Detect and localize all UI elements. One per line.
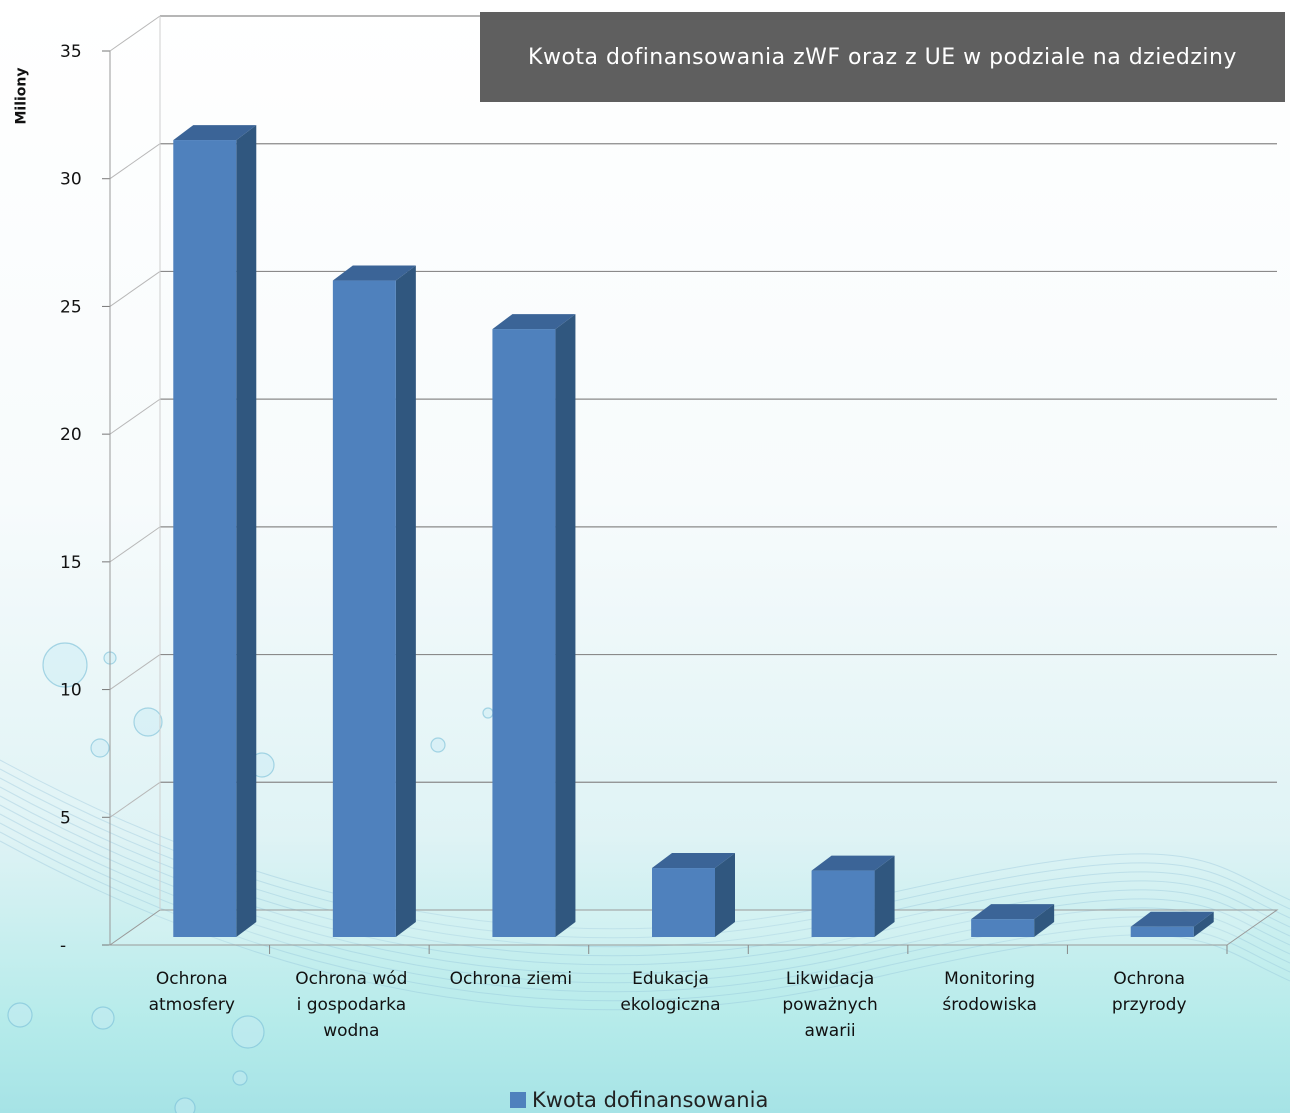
bar-side (555, 314, 576, 938)
decorative-bubble (232, 1070, 248, 1086)
bar-side (715, 853, 735, 937)
gridline-side (109, 271, 161, 307)
y-tick-label: 35 (60, 42, 82, 62)
bar-side (1193, 911, 1214, 937)
bar (1130, 926, 1194, 937)
chart-title-text: Kwota dofinansowania zWF oraz z UE w pod… (528, 44, 1237, 70)
gridline-side (109, 781, 161, 818)
bar-side (874, 855, 895, 937)
decorative-bubble (231, 1015, 265, 1049)
decorative-bubble (133, 707, 163, 737)
bar (652, 868, 715, 937)
bar (971, 919, 1035, 937)
bar (173, 140, 237, 937)
bar-top (811, 855, 895, 871)
chart-legend: Kwota dofinansowania (510, 1088, 768, 1112)
legend-label: Kwota dofinansowania (532, 1088, 769, 1112)
bar-top (332, 265, 416, 281)
bar-top (173, 125, 257, 141)
bar-side (395, 265, 416, 937)
decorative-bubble (7, 1002, 33, 1028)
y-tick-label: 30 (60, 170, 82, 190)
gridline-side (109, 654, 161, 690)
y-tick-label: 20 (60, 425, 82, 445)
chart-title: Kwota dofinansowania zWF oraz z UE w pod… (480, 12, 1285, 102)
decorative-bubble (90, 738, 110, 758)
y-axis-unit-label: Miliony (14, 67, 31, 125)
gridline-side (109, 526, 161, 563)
y-tick-label: 5 (60, 808, 71, 828)
bar (492, 329, 556, 938)
gridline-side (109, 15, 161, 52)
bar-top (492, 314, 576, 330)
y-tick-label: 10 (60, 681, 82, 701)
x-tick-label: Ochrona wód i gospodarka wodna (295, 969, 408, 1041)
legend-swatch (510, 1092, 526, 1108)
x-tick-label: Likwidacja poważnych awarii (782, 969, 878, 1041)
decorative-bubble (430, 737, 446, 753)
y-tick-label: 25 (60, 297, 82, 317)
decorative-bubble (174, 1097, 196, 1113)
bar (332, 280, 396, 937)
decorative-bubble (91, 1006, 115, 1030)
decorative-bubble (482, 707, 494, 719)
bar-top (652, 853, 735, 869)
bar-top (1130, 911, 1214, 927)
bar (811, 870, 875, 937)
x-tick-label: Monitoring środowiska (942, 969, 1037, 1015)
bar-side (236, 125, 257, 937)
bar-top (971, 904, 1055, 920)
x-tick-label: Edukacja ekologiczna (620, 969, 721, 1015)
y-tick-label: - (60, 936, 66, 956)
gridline-side (109, 398, 161, 435)
bar-side (1034, 904, 1055, 937)
x-tick-label: Ochrona przyrody (1111, 969, 1187, 1015)
x-tick-label: Ochrona atmosfery (148, 969, 235, 1015)
decorative-bubble (42, 642, 88, 688)
y-tick-label: 15 (60, 553, 82, 573)
gridline-side (109, 143, 161, 180)
x-tick-label: Ochrona ziemi (449, 969, 573, 989)
